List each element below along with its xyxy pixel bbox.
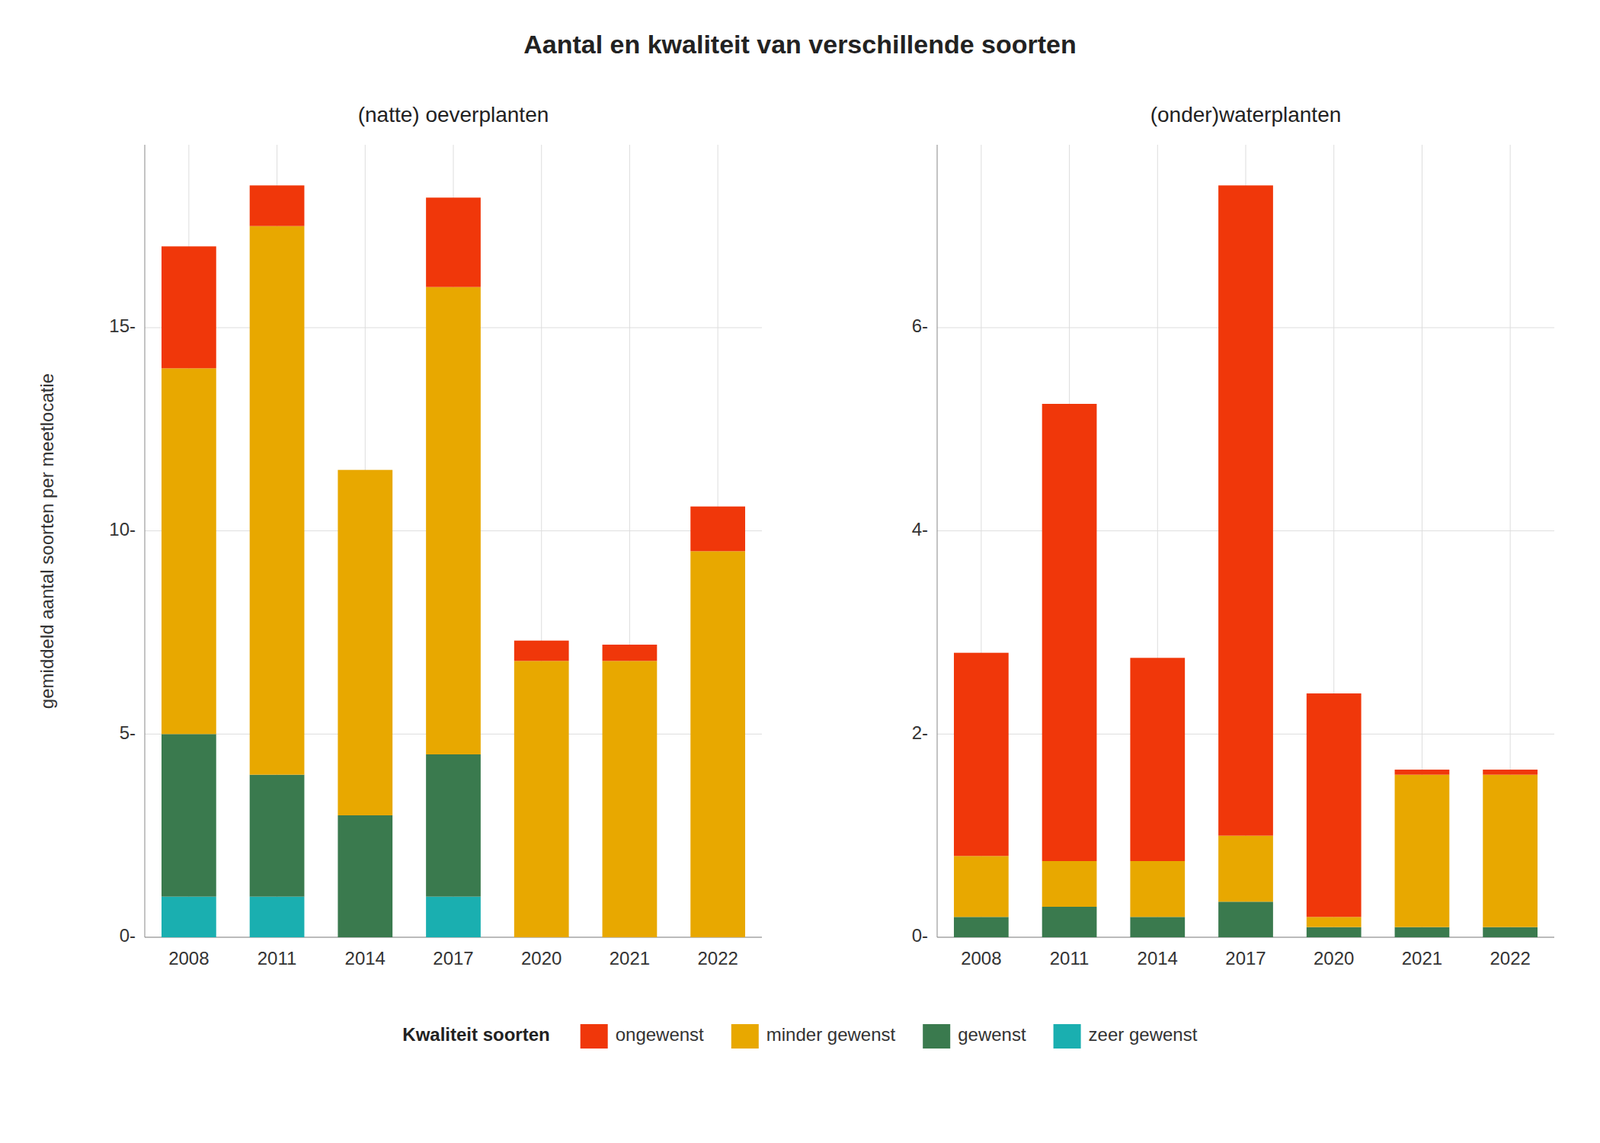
y-tick-label: 6- (912, 315, 928, 336)
x-tick-label: 2021 (1401, 947, 1443, 969)
bar-segment (337, 815, 393, 938)
x-tick-label: 2014 (345, 947, 386, 969)
legend-swatch (922, 1024, 951, 1049)
x-tick-label: 2017 (432, 947, 474, 969)
bar-segment (249, 774, 305, 897)
legend-label: zeer gewenst (1088, 1024, 1198, 1045)
x-tick-label: 2011 (1049, 947, 1090, 969)
x-tick-label: 2008 (960, 947, 1002, 969)
bar-segment (1395, 927, 1450, 938)
y-tick-label: 15- (108, 315, 136, 336)
x-tick-label: 2020 (1313, 947, 1354, 969)
bar-segment (953, 652, 1009, 857)
bar-segment (1042, 403, 1098, 861)
x-tick-label: 2020 (521, 947, 562, 969)
x-tick-label: 2008 (168, 947, 209, 969)
bar-segment (953, 855, 1009, 917)
bar-segment (337, 470, 393, 816)
x-tick-label: 2011 (257, 947, 298, 969)
legend: Kwaliteit soorten ongewenst minder gewenst… (402, 1024, 1197, 1049)
y-axis-label: gemiddeld aantal soorten per meetlocatie (36, 373, 58, 709)
bar-segment (1482, 774, 1538, 928)
x-tick-label: 2021 (609, 947, 650, 969)
bar-segment (1306, 693, 1362, 917)
panel-subtitle: (onder)waterplanten (1150, 102, 1342, 127)
bar-segment (161, 896, 217, 938)
bar-segment (1129, 860, 1185, 917)
y-tick-label: 0- (119, 924, 136, 946)
legend-label: ongewenst (615, 1024, 704, 1045)
bar-segment (425, 197, 481, 287)
bar-segment (1482, 769, 1538, 775)
chart-root: Aantal en kwaliteit van verschillende so… (0, 0, 1600, 1143)
chart-title: Aantal en kwaliteit van verschillende so… (523, 29, 1077, 59)
legend-swatch (1053, 1024, 1082, 1049)
bar-segment (1395, 774, 1450, 928)
bar-segment (425, 754, 481, 897)
bar-segment (1129, 657, 1185, 861)
bar-segment (161, 368, 217, 734)
bar-segment (514, 640, 570, 662)
x-tick-label: 2022 (1489, 947, 1530, 969)
bar-segment (425, 287, 481, 755)
bar-segment (1129, 916, 1185, 938)
bar-segment (161, 733, 217, 896)
y-tick-label: 0- (912, 924, 928, 946)
bar-segment (690, 506, 746, 552)
x-tick-label: 2022 (697, 947, 738, 969)
bar-segment (1482, 927, 1538, 938)
bar-segment (953, 916, 1009, 938)
legend-title: Kwaliteit soorten (402, 1024, 550, 1045)
bar-segment (690, 550, 746, 938)
bar-segment (1042, 906, 1098, 938)
bar-segment (1306, 927, 1362, 938)
bar-segment (249, 185, 305, 226)
x-tick-label: 2017 (1225, 947, 1266, 969)
y-axis-line (937, 144, 938, 938)
bar-segment (1218, 835, 1274, 903)
y-tick-label: 4- (912, 518, 928, 540)
y-tick-label: 5- (119, 722, 136, 743)
legend-label: minder gewenst (766, 1024, 896, 1045)
bars (161, 185, 746, 938)
bar-segment (337, 469, 393, 471)
legend-label: gewenst (957, 1024, 1027, 1045)
bar-segment (514, 660, 570, 938)
grid (144, 144, 762, 938)
bars (953, 185, 1538, 938)
panel-subtitle: (natte) oeverplanten (358, 102, 550, 127)
bar-segment (425, 896, 481, 938)
bar-segment (602, 660, 658, 938)
legend-swatch (731, 1024, 759, 1049)
x-tick-label: 2014 (1137, 947, 1178, 969)
bar-segment (1218, 185, 1274, 836)
legend-swatch (580, 1024, 608, 1049)
bar-segment (1218, 901, 1274, 938)
bar-segment (249, 896, 305, 938)
grid (937, 144, 1555, 938)
y-tick-label: 10- (108, 518, 136, 540)
bar-segment (1042, 860, 1098, 907)
bar-segment (1395, 769, 1450, 775)
bar-segment (602, 644, 658, 661)
bar-segment (161, 246, 217, 368)
y-tick-label: 2- (912, 722, 928, 743)
bar-segment (1306, 916, 1362, 927)
y-axis-line (144, 144, 146, 938)
bar-segment (249, 226, 305, 775)
